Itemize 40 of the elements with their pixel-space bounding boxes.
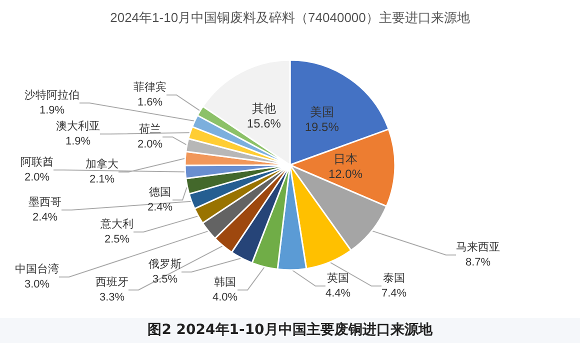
slice-label: 马来西亚: [456, 240, 500, 254]
slice-label: 韩国: [214, 276, 236, 288]
slice-label: 俄罗斯: [148, 258, 182, 270]
data-label: 12.0%: [328, 167, 363, 182]
data-label: 7.4%: [381, 288, 407, 300]
slice-label: 阿联酋: [20, 156, 54, 168]
data-label: 3.3%: [99, 292, 125, 304]
data-label: 15.6%: [246, 116, 282, 131]
slice-label: 英国: [327, 272, 349, 284]
data-label: 3.0%: [24, 278, 50, 290]
slice-label: 泰国: [383, 272, 405, 284]
slice-label: 沙特阿拉伯: [24, 88, 80, 102]
chart-title: 2024年1-10月中国铜废料及碎料（74040000）主要进口来源地: [110, 10, 470, 25]
slice-label: 意大利: [100, 218, 134, 230]
data-label: 8.7%: [465, 256, 491, 268]
slice-label: 美国: [310, 105, 334, 120]
data-label: 1.9%: [39, 104, 65, 116]
data-label: 2.5%: [104, 234, 130, 246]
data-label: 19.5%: [304, 120, 340, 134]
slice-label: 菲律宾: [134, 80, 166, 94]
slice-label: 其他: [252, 102, 276, 116]
slice-label: 日本: [333, 152, 358, 166]
data-label: 2.4%: [147, 202, 173, 214]
data-label: 3.5%: [152, 274, 178, 286]
data-label: 1.9%: [65, 136, 91, 148]
slice-label: 德国: [149, 186, 171, 198]
data-label: 2.0%: [137, 138, 163, 150]
data-label: 4.4%: [325, 288, 351, 300]
slice-label: 荷兰: [139, 122, 161, 136]
caption: 图2 2024年1-10月中国主要废铜进口来源地: [0, 318, 580, 343]
slice-label: 澳大利亚: [56, 120, 100, 132]
slice-label: 西班牙: [96, 276, 128, 288]
data-label: 2.1%: [89, 174, 115, 186]
slice-label: 墨西哥: [28, 196, 62, 208]
data-label: 1.6%: [137, 96, 163, 108]
data-label: 4.0%: [212, 292, 238, 304]
data-label: 2.4%: [32, 212, 58, 224]
slice-label: 加拿大: [86, 158, 118, 170]
data-label: 2.0%: [24, 172, 50, 184]
slice-label: 中国台湾: [15, 262, 59, 276]
